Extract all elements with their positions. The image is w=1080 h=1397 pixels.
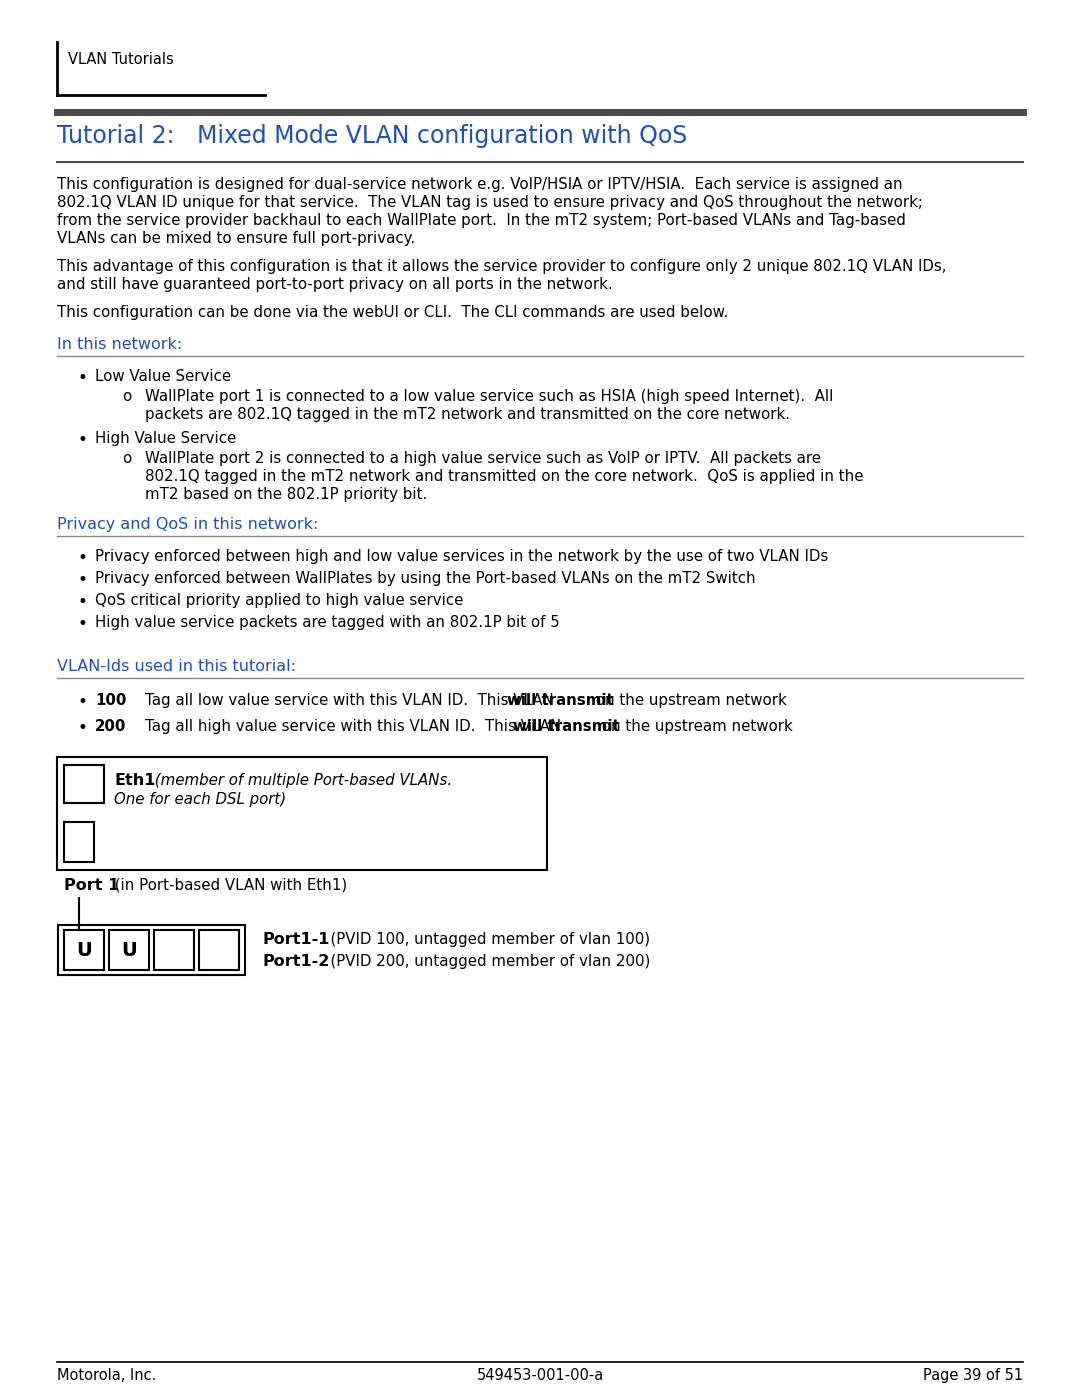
Text: Eth1: Eth1 <box>114 773 156 788</box>
Text: 802.1Q tagged in the mT2 network and transmitted on the core network.  QoS is ap: 802.1Q tagged in the mT2 network and tra… <box>145 469 864 483</box>
Bar <box>58 925 245 975</box>
Text: on the upstream network: on the upstream network <box>597 719 793 733</box>
Bar <box>199 930 239 970</box>
Text: High Value Service: High Value Service <box>95 432 237 446</box>
Text: This configuration is designed for dual-service network e.g. VoIP/HSIA or IPTV/H: This configuration is designed for dual-… <box>57 177 903 191</box>
Text: High value service packets are tagged with an 802.1P bit of 5: High value service packets are tagged wi… <box>95 615 559 630</box>
Text: 549453-001-00-a: 549453-001-00-a <box>476 1368 604 1383</box>
Bar <box>64 930 104 970</box>
Text: (PVID 100, untagged member of vlan 100): (PVID 100, untagged member of vlan 100) <box>321 932 650 947</box>
Text: This configuration can be done via the webUI or CLI.  The CLI commands are used : This configuration can be done via the w… <box>57 305 728 320</box>
Text: Tag all high value service with this VLAN ID.  This VLAN: Tag all high value service with this VLA… <box>145 719 566 733</box>
Text: Port1-2: Port1-2 <box>264 954 330 970</box>
Text: 200: 200 <box>95 719 126 733</box>
Text: •: • <box>78 615 87 633</box>
Text: will transmit: will transmit <box>513 719 620 733</box>
Text: 802.1Q VLAN ID unique for that service.  The VLAN tag is used to ensure privacy : 802.1Q VLAN ID unique for that service. … <box>57 196 923 210</box>
Text: VLAN-Ids used in this tutorial:: VLAN-Ids used in this tutorial: <box>57 659 296 673</box>
Text: •: • <box>78 549 87 567</box>
Text: Privacy enforced between WallPlates by using the Port-based VLANs on the mT2 Swi: Privacy enforced between WallPlates by u… <box>95 571 756 585</box>
Text: o: o <box>122 451 132 467</box>
Text: Motorola, Inc.: Motorola, Inc. <box>57 1368 157 1383</box>
Text: 100: 100 <box>95 693 126 708</box>
Text: and still have guaranteed port-to-port privacy on all ports in the network.: and still have guaranteed port-to-port p… <box>57 277 612 292</box>
Bar <box>109 930 149 970</box>
Bar <box>64 766 104 803</box>
Text: •: • <box>78 571 87 590</box>
Text: Privacy enforced between high and low value services in the network by the use o: Privacy enforced between high and low va… <box>95 549 828 564</box>
Text: (member of multiple Port-based VLANs.: (member of multiple Port-based VLANs. <box>150 773 453 788</box>
Text: Privacy and QoS in this network:: Privacy and QoS in this network: <box>57 517 319 532</box>
Text: QoS critical priority applied to high value service: QoS critical priority applied to high va… <box>95 592 463 608</box>
Text: •: • <box>78 592 87 610</box>
Text: (in Port-based VLAN with Eth1): (in Port-based VLAN with Eth1) <box>110 877 348 893</box>
Text: Tutorial 2:   Mixed Mode VLAN configuration with QoS: Tutorial 2: Mixed Mode VLAN configuratio… <box>57 124 687 148</box>
Text: •: • <box>78 432 87 448</box>
Text: One for each DSL port): One for each DSL port) <box>114 792 286 807</box>
Text: This advantage of this configuration is that it allows the service provider to c: This advantage of this configuration is … <box>57 258 946 274</box>
Bar <box>64 821 94 862</box>
Text: •: • <box>78 369 87 387</box>
Text: Port1-1: Port1-1 <box>264 932 330 947</box>
Text: Port 1: Port 1 <box>64 877 119 893</box>
Bar <box>154 930 194 970</box>
Text: U: U <box>76 940 92 960</box>
Bar <box>57 757 546 870</box>
Text: Page 39 of 51: Page 39 of 51 <box>923 1368 1023 1383</box>
Text: on the upstream network: on the upstream network <box>591 693 786 708</box>
Text: •: • <box>78 719 87 738</box>
Text: VLANs can be mixed to ensure full port-privacy.: VLANs can be mixed to ensure full port-p… <box>57 231 415 246</box>
Text: Low Value Service: Low Value Service <box>95 369 231 384</box>
Text: WallPlate port 1 is connected to a low value service such as HSIA (high speed In: WallPlate port 1 is connected to a low v… <box>145 388 834 404</box>
Text: mT2 based on the 802.1P priority bit.: mT2 based on the 802.1P priority bit. <box>145 488 428 502</box>
Text: In this network:: In this network: <box>57 337 183 352</box>
Text: •: • <box>78 693 87 711</box>
Text: will transmit: will transmit <box>507 693 613 708</box>
Text: Tag all low value service with this VLAN ID.  This VLAN: Tag all low value service with this VLAN… <box>145 693 558 708</box>
Text: U: U <box>121 940 137 960</box>
Text: o: o <box>122 388 132 404</box>
Text: WallPlate port 2 is connected to a high value service such as VoIP or IPTV.  All: WallPlate port 2 is connected to a high … <box>145 451 821 467</box>
Text: from the service provider backhaul to each WallPlate port.  In the mT2 system; P: from the service provider backhaul to ea… <box>57 212 906 228</box>
Text: VLAN Tutorials: VLAN Tutorials <box>68 52 174 67</box>
Text: packets are 802.1Q tagged in the mT2 network and transmitted on the core network: packets are 802.1Q tagged in the mT2 net… <box>145 407 789 422</box>
Text: (PVID 200, untagged member of vlan 200): (PVID 200, untagged member of vlan 200) <box>321 954 650 970</box>
